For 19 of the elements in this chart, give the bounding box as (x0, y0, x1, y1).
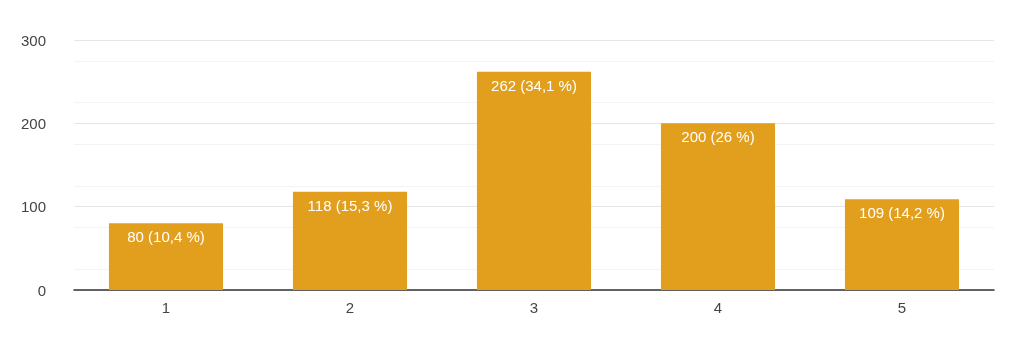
x-tick-label: 2 (345, 299, 355, 316)
bar (844, 199, 960, 290)
data-label: 80 (10,4 %) (127, 228, 205, 246)
bar (476, 71, 592, 290)
x-tick-label: 3 (529, 299, 539, 316)
y-tick-label: 200 (20, 114, 46, 132)
y-tick-label: 0 (37, 281, 46, 299)
data-label: 118 (15,3 %) (307, 196, 393, 214)
data-label: 200 (26 %) (681, 128, 755, 146)
bar (292, 191, 408, 290)
x-tick-label: 5 (897, 299, 907, 316)
x-tick-label: 1 (161, 299, 171, 316)
y-tick-label: 300 (20, 31, 46, 49)
data-label: 109 (14,2 %) (859, 204, 945, 222)
x-tick-label: 4 (713, 299, 723, 316)
y-tick-label: 100 (20, 198, 46, 216)
bar (108, 223, 224, 290)
data-label: 262 (34,1 %) (491, 76, 577, 94)
bar (660, 123, 776, 290)
